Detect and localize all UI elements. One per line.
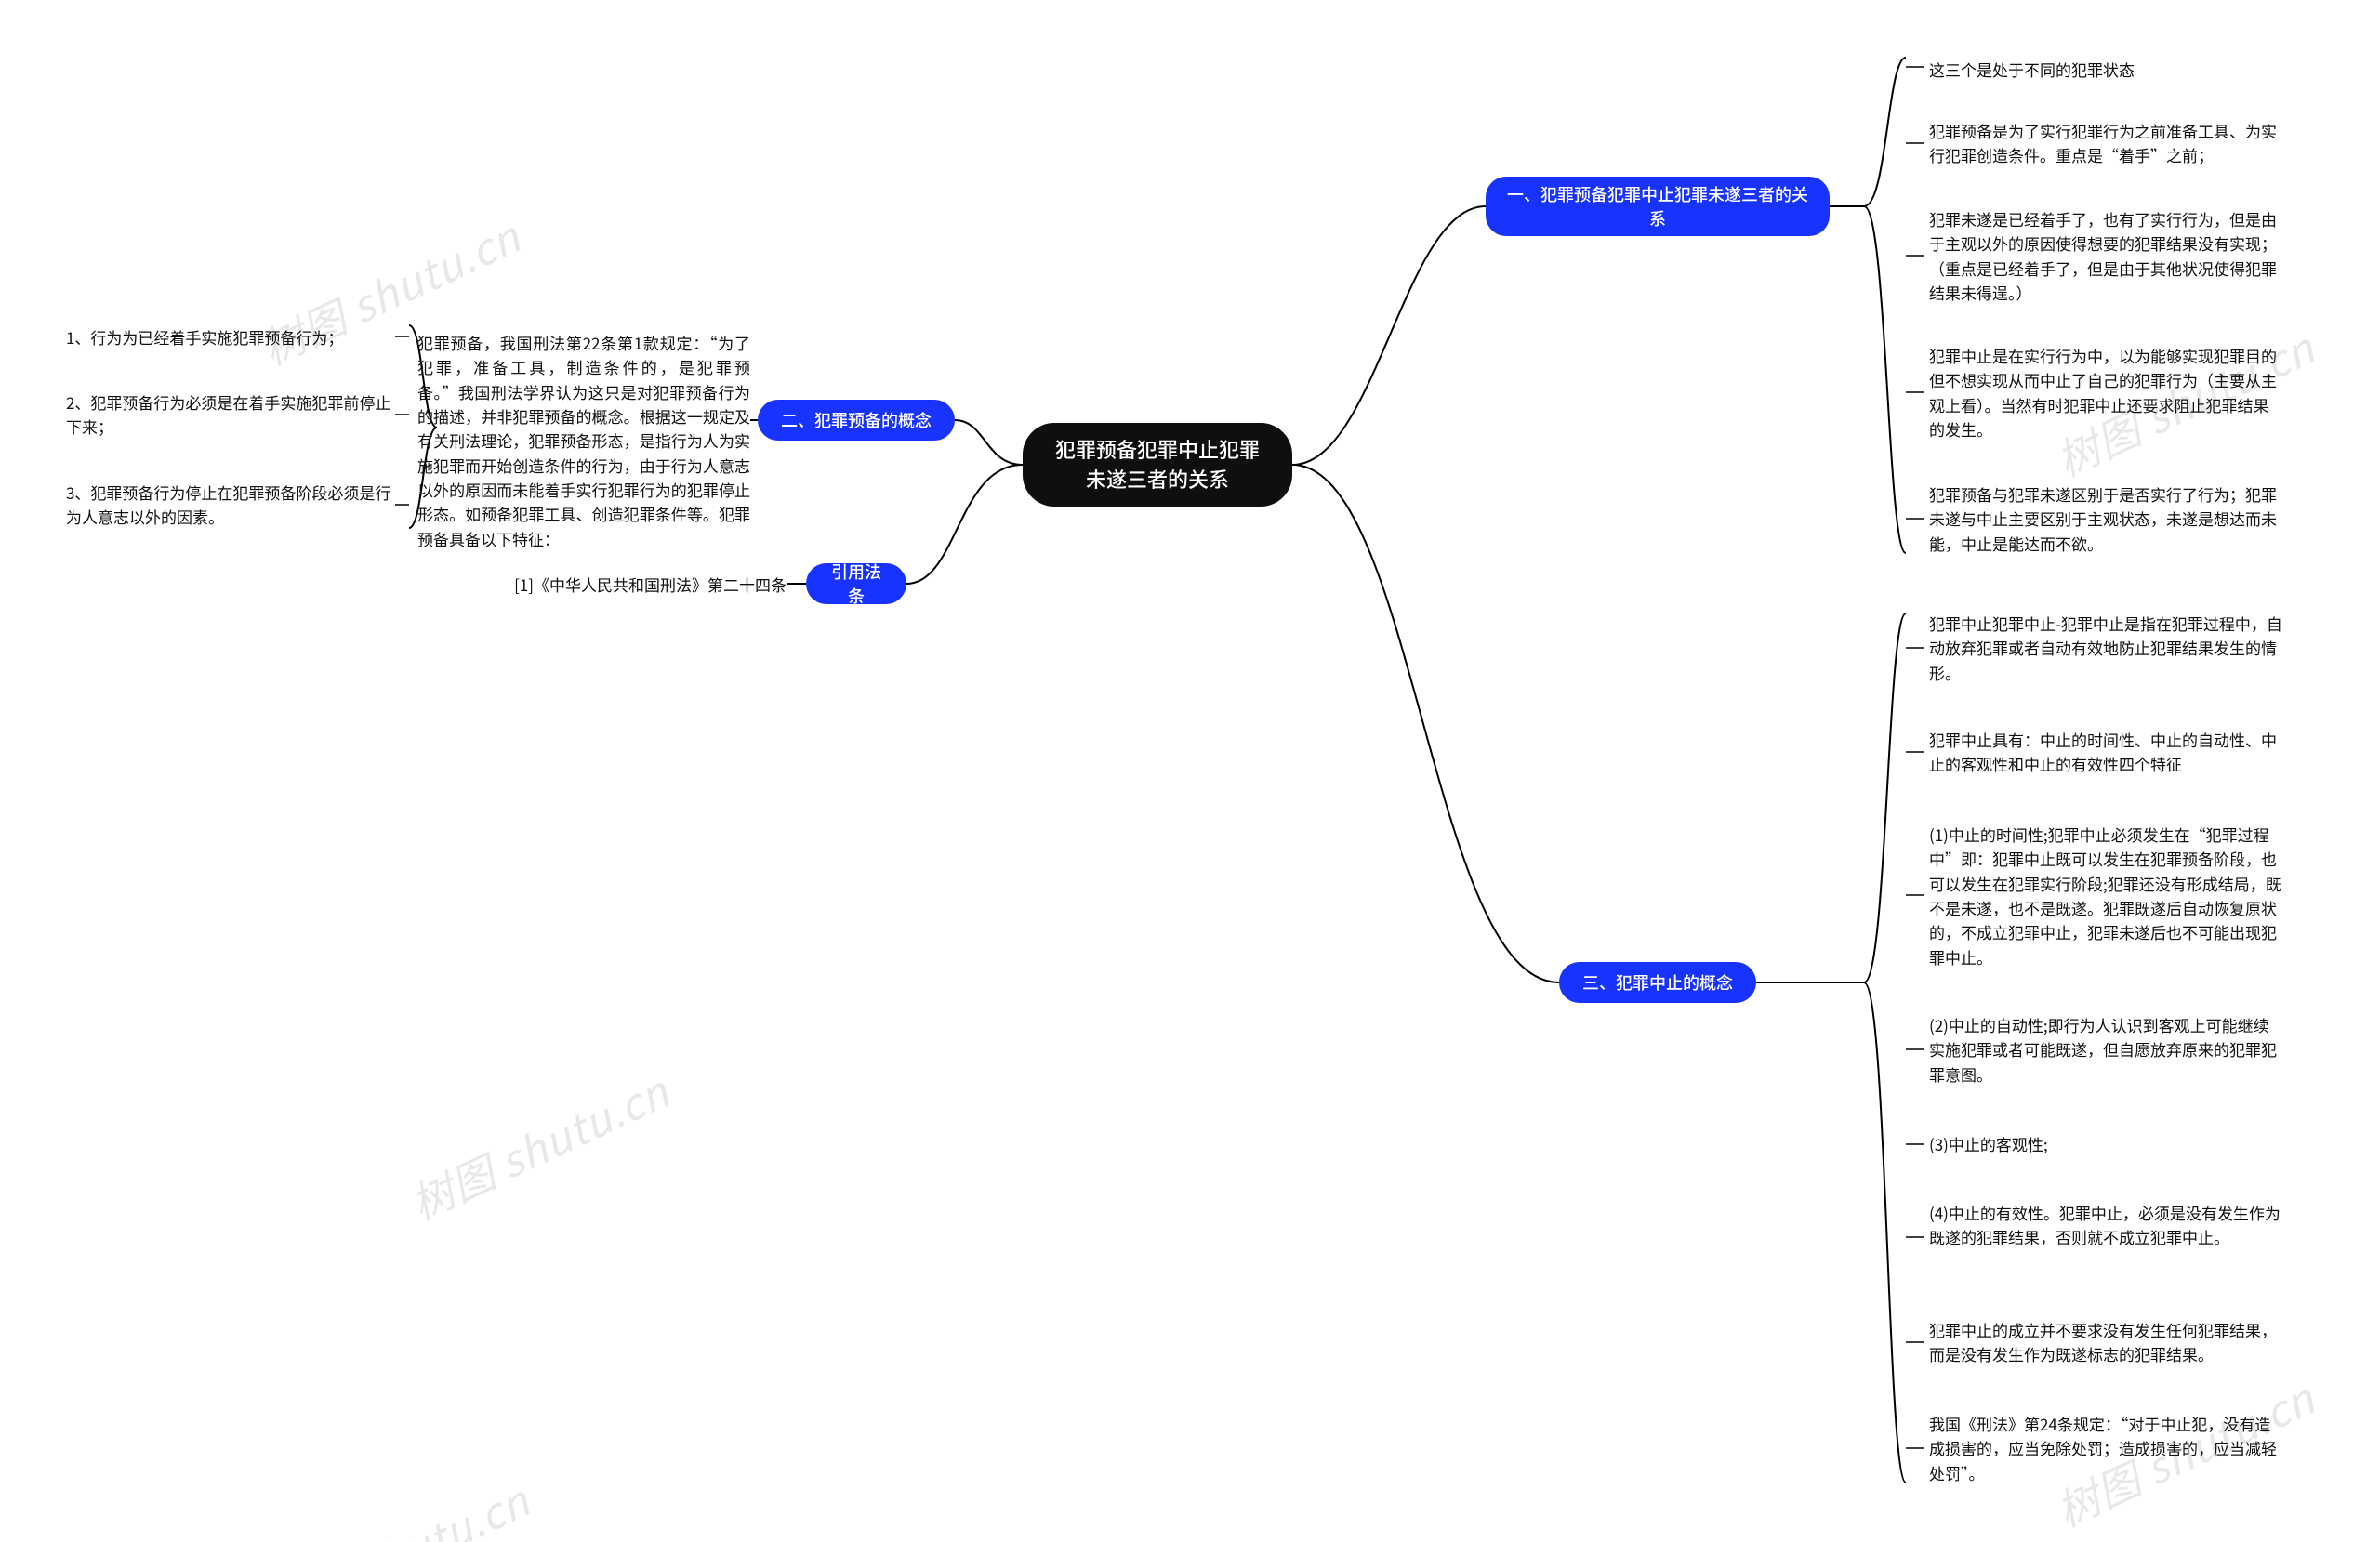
leaf-b1-2: 犯罪未遂是已经着手了，也有了实行行为，但是由于主观以外的原因使得想要的犯罪结果没… <box>1929 207 2282 305</box>
leaf-b2-sub-2: 3、犯罪预备行为停止在犯罪预备阶段必须是行为人意志以外的因素。 <box>66 481 391 530</box>
leaf-b3-3: (2)中止的自动性;即行为人认识到客观上可能继续实施犯罪或者可能既遂，但自愿放弃… <box>1929 1013 2282 1087</box>
leaf-b3-1: 犯罪中止具有：中止的时间性、中止的自动性、中止的客观性和中止的有效性四个特征 <box>1929 728 2282 777</box>
leaf-b3-2: (1)中止的时间性;犯罪中止必须发生在“犯罪过程中”即：犯罪中止既可以发生在犯罪… <box>1929 823 2282 969</box>
leaf-b3-5: (4)中止的有效性。犯罪中止，必须是没有发生作为既遂的犯罪结果，否则就不成立犯罪… <box>1929 1201 2282 1250</box>
branch-node-b2: 二、犯罪预备的概念 <box>758 400 955 441</box>
branch-node-b1: 一、犯罪预备犯罪中止犯罪未遂三者的关系 <box>1486 177 1830 236</box>
root-node: 犯罪预备犯罪中止犯罪未遂三者的关系 <box>1023 423 1292 507</box>
watermark: 树图 shutu.cn <box>260 1469 538 1542</box>
leaf-b2-main: 犯罪预备，我国刑法第22条第1款规定：“为了犯罪，准备工具，制造条件的，是犯罪预… <box>417 331 750 551</box>
leaf-b1-1: 犯罪预备是为了实行犯罪行为之前准备工具、为实行犯罪创造条件。重点是“着手”之前； <box>1929 119 2282 168</box>
branch-node-ref: 引用法条 <box>806 563 906 604</box>
leaf-b1-4: 犯罪预备与犯罪未遂区别于是否实行了行为；犯罪未遂与中止主要区别于主观状态，未遂是… <box>1929 482 2282 556</box>
leaf-b3-0: 犯罪中止犯罪中止-犯罪中止是指在犯罪过程中，自动放弃犯罪或者自动有效地防止犯罪结… <box>1929 612 2282 685</box>
branch-node-b3: 三、犯罪中止的概念 <box>1559 962 1756 1003</box>
leaf-ref-0: [1]《中华人民共和国刑法》第二十四条 <box>489 573 787 597</box>
leaf-b2-sub-0: 1、行为为已经着手实施犯罪预备行为； <box>66 325 391 349</box>
leaf-b3-7: 我国《刑法》第24条规定：“对于中止犯，没有造成损害的，应当免除处罚；造成损害的… <box>1929 1412 2282 1485</box>
leaf-b3-4: (3)中止的客观性; <box>1929 1132 2282 1156</box>
leaf-b2-sub-1: 2、犯罪预备行为必须是在着手实施犯罪前停止下来； <box>66 390 391 440</box>
watermark: 树图 shutu.cn <box>400 1060 678 1232</box>
leaf-b1-3: 犯罪中止是在实行行为中，以为能够实现犯罪目的但不想实现从而中止了自己的犯罪行为（… <box>1929 344 2282 442</box>
leaf-b3-6: 犯罪中止的成立并不要求没有发生任何犯罪结果，而是没有发生作为既遂标志的犯罪结果。 <box>1929 1318 2282 1367</box>
leaf-b1-0: 这三个是处于不同的犯罪状态 <box>1929 58 2282 82</box>
